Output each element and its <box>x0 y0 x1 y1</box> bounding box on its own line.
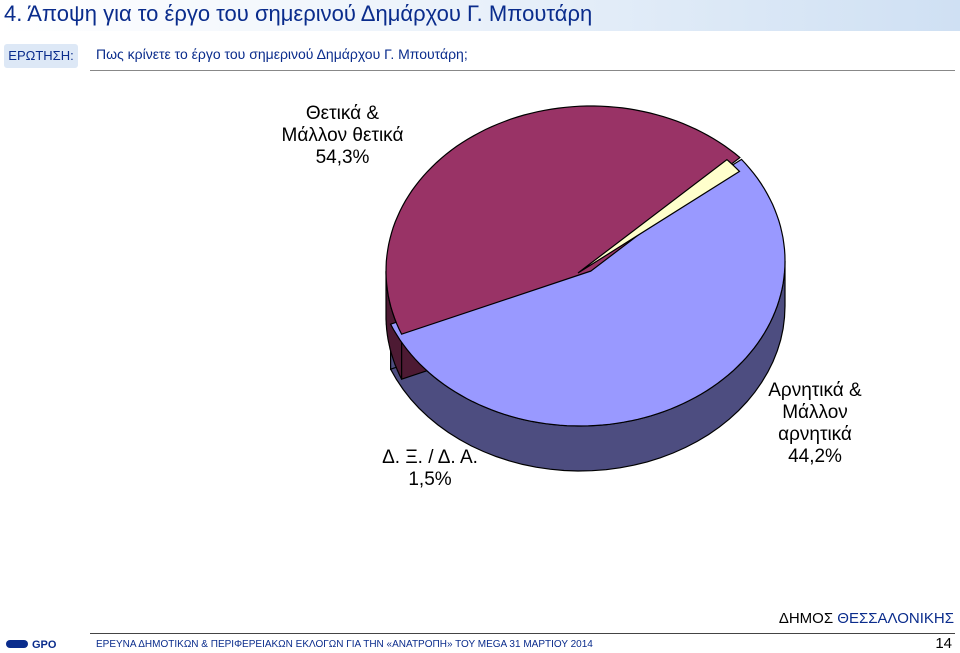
slice-label-dont-know: Δ. Ξ. / Δ. Α. 1,5% <box>345 447 515 491</box>
slice-label-positive: Θετικά & Μάλλον θετικά 54,3% <box>255 103 430 169</box>
question-tag: ΕΡΩΤΗΣΗ: <box>4 44 78 68</box>
footer-divider <box>90 633 955 634</box>
slice-label-line: Θετικά & <box>305 103 380 124</box>
slice-label-line: Μάλλον <box>782 402 848 423</box>
slice-label-negative: Αρνητικά & Μάλλον αρνητικά 44,2% <box>735 380 895 468</box>
slice-label-line: 44,2% <box>788 446 842 467</box>
logo-text: GPO <box>32 639 57 650</box>
pie-slice-2 <box>577 158 741 274</box>
slice-label-line: Μάλλον θετικά <box>281 125 404 146</box>
pie-slice-1 <box>385 105 741 335</box>
municipality-label: ΔΗΜΟΣ ΘΕΣΣΑΛΟΝΙΚΗΣ <box>779 610 954 627</box>
pie-chart <box>385 105 786 472</box>
gpo-logo: GPO <box>6 639 57 650</box>
municipality-name: ΘΕΣΣΑΛΟΝΙΚΗΣ <box>837 610 954 627</box>
survey-footer-text: ΕΡΕΥΝΑ ΔΗΜΟΤΙΚΩΝ & ΠΕΡΙΦΕΡΕΙΑΚΩΝ ΕΚΛΟΓΩΝ… <box>96 639 593 650</box>
question-text: Πως κρίνετε το έργο του σημερινού Δημάρχ… <box>96 46 468 62</box>
header-divider <box>90 70 955 71</box>
slice-label-line: Αρνητικά & <box>768 380 862 401</box>
page-number: 14 <box>935 635 952 652</box>
slice-label-line: Δ. Ξ. / Δ. Α. <box>382 447 478 468</box>
title-bar <box>0 0 960 31</box>
slice-label-line: 1,5% <box>408 469 452 490</box>
page-title: 4. Άποψη για το έργο του σημερινού Δημάρ… <box>4 1 593 26</box>
slice-label-line: αρνητικά <box>778 424 852 445</box>
slice-label-line: 54,3% <box>315 147 370 168</box>
pie-slice-0 <box>389 158 786 427</box>
municipality-prefix: ΔΗΜΟΣ <box>778 610 834 627</box>
